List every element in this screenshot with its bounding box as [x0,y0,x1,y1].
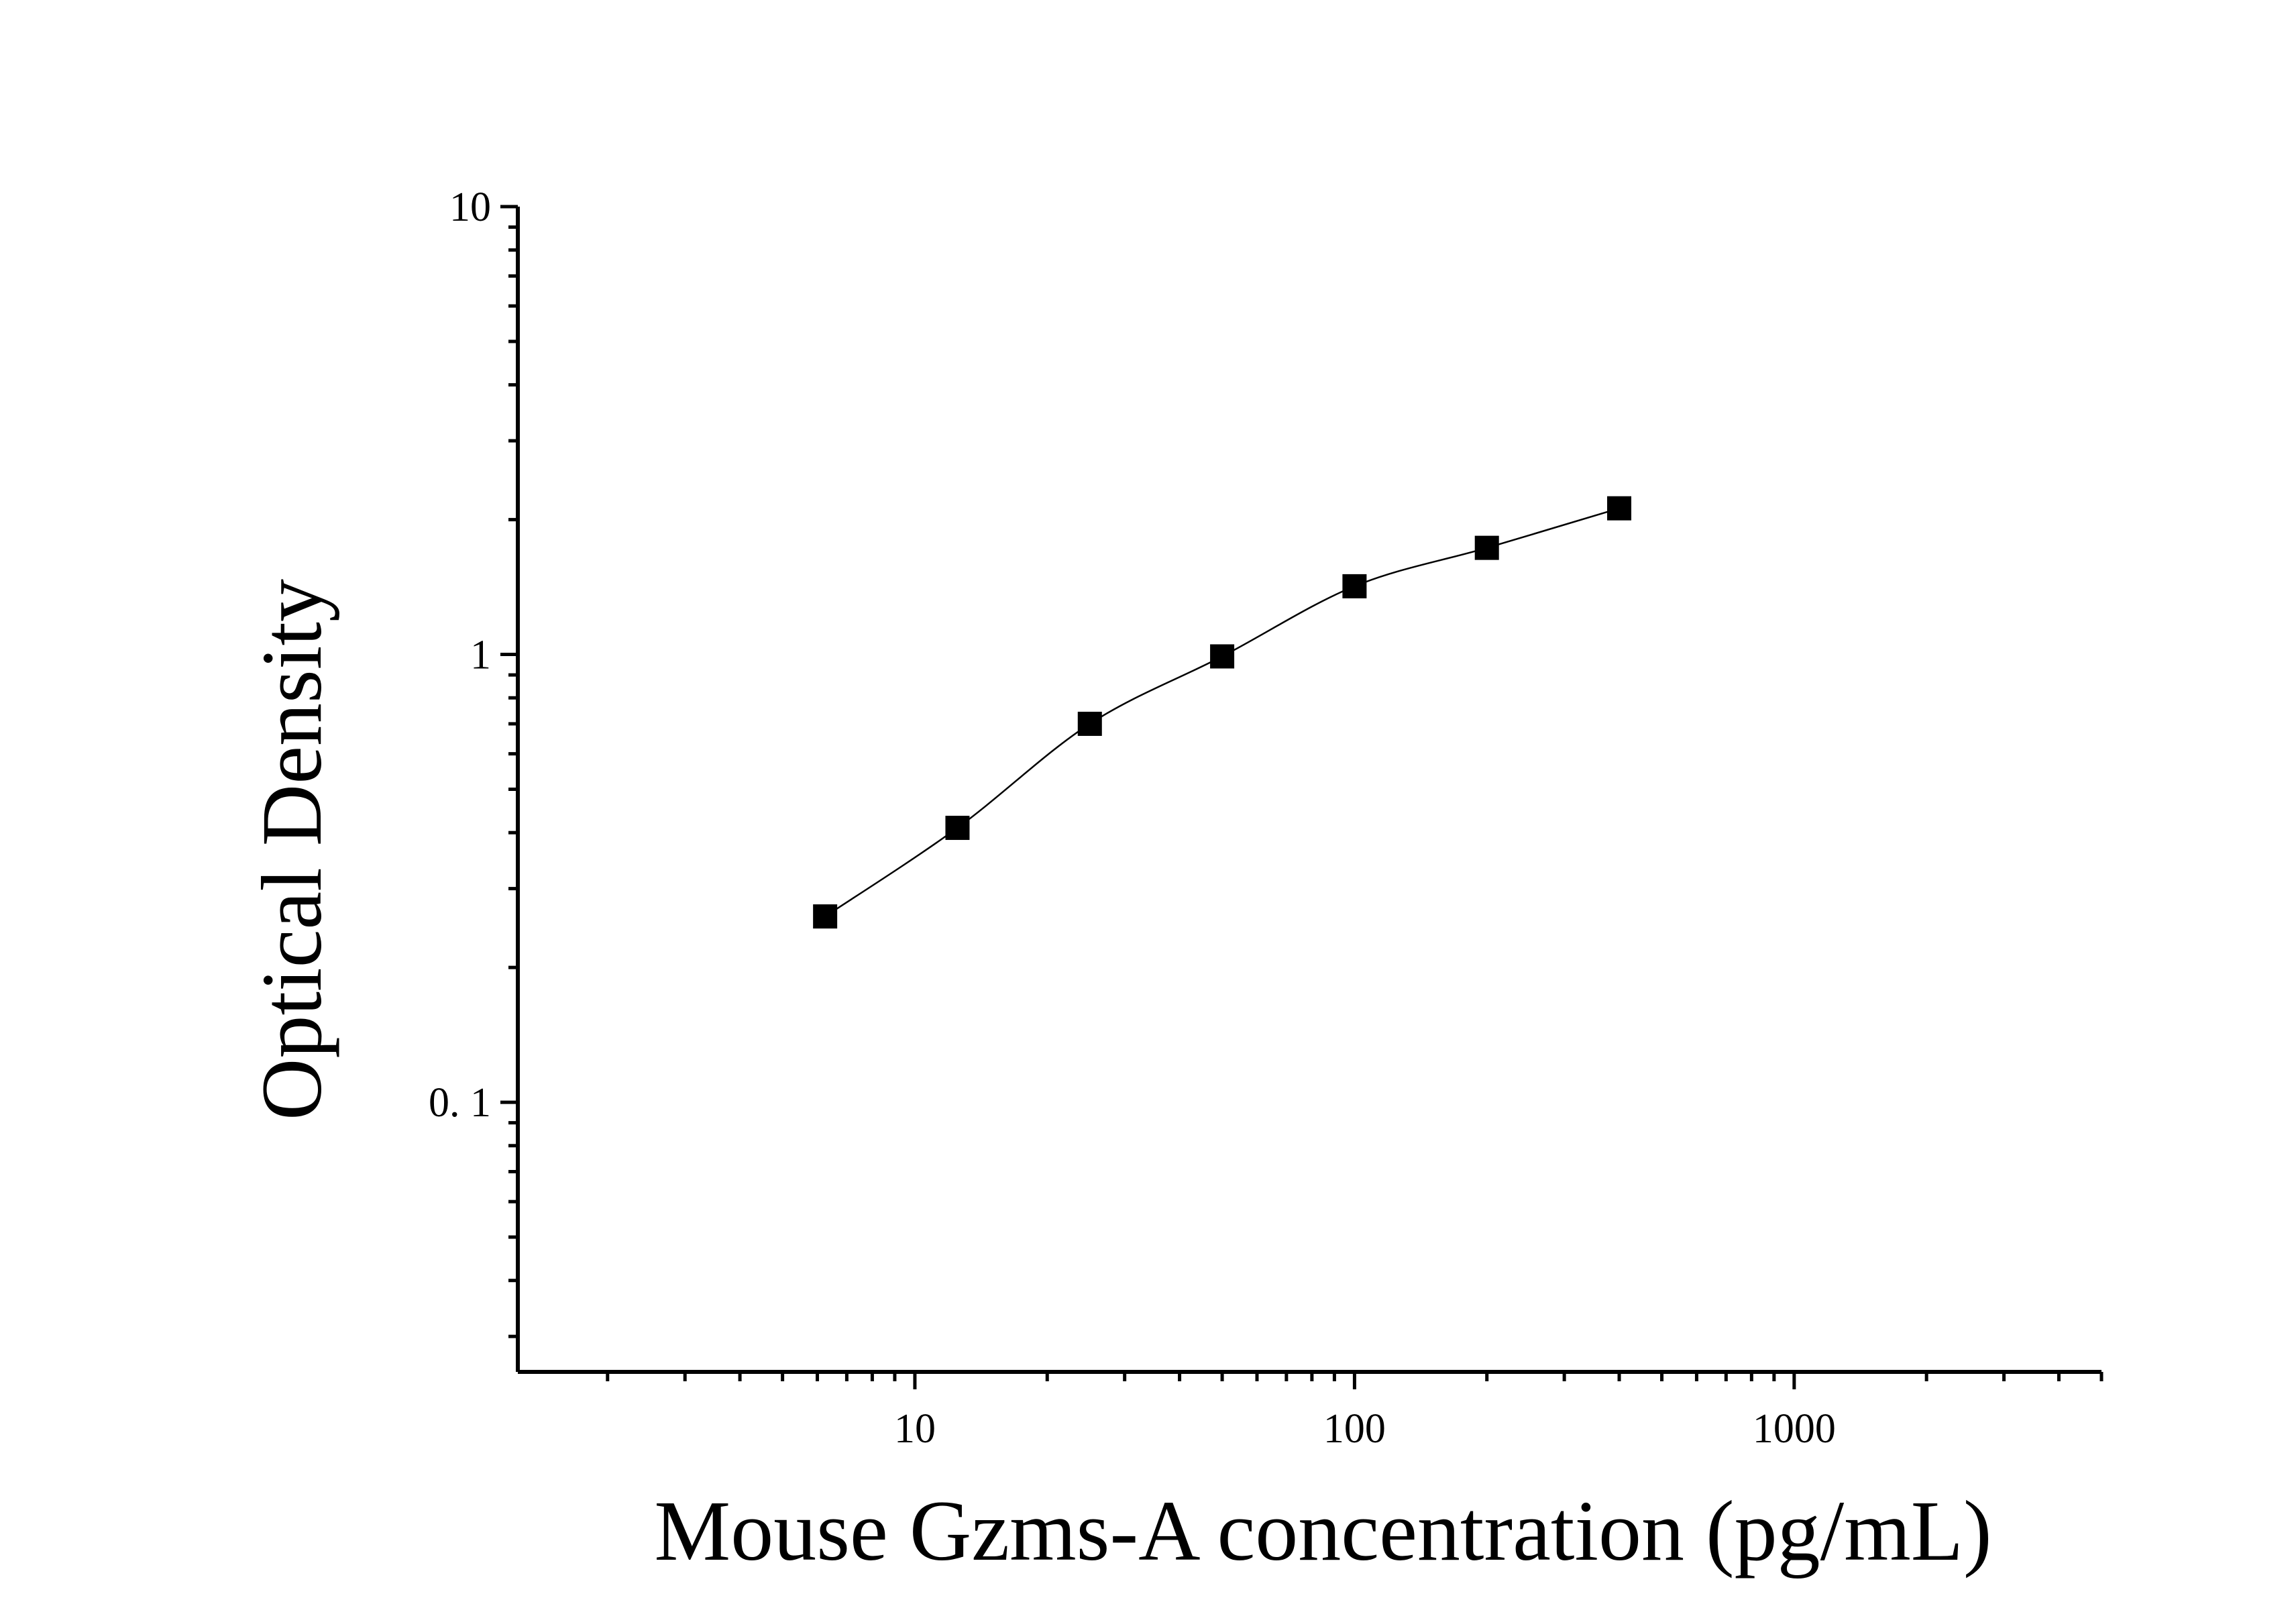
x-tick-label: 10 [894,1406,936,1452]
y-tick-label: 0. 1 [429,1080,491,1126]
data-point-marker [813,904,838,929]
data-point-marker [1077,711,1102,736]
data-point-marker [1342,574,1367,598]
x-tick-label: 100 [1323,1406,1386,1452]
fit-curve [824,507,1620,918]
data-markers [813,496,1632,929]
data-point-marker [945,816,970,841]
major-ticks [500,205,1796,1389]
y-axis-title: Optical Density [244,579,339,1120]
x-axis-title: Mouse Gzms-A concentration (pg/mL) [654,1483,1991,1579]
tick-labels: 0. 1 1 10 10 100 1000 [429,184,1836,1452]
y-tick-label: 10 [449,184,491,230]
data-point-marker [1210,644,1235,669]
y-tick-label: 1 [470,633,491,678]
x-tick-label: 1000 [1753,1406,1836,1452]
data-point-marker [1474,535,1499,560]
minor-ticks [508,225,2103,1381]
data-point-marker [1607,496,1632,521]
